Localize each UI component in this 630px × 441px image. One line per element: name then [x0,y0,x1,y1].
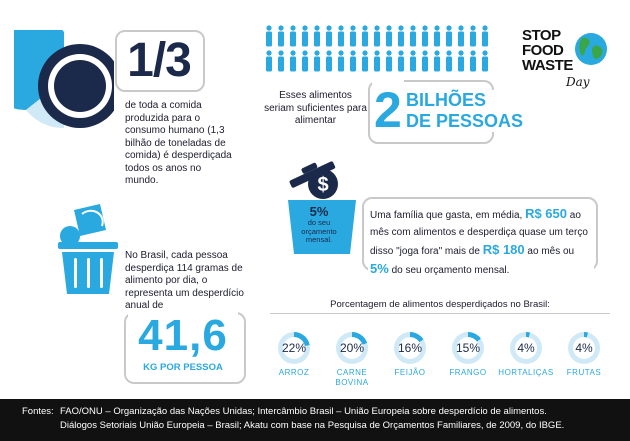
plate-icon [14,30,114,129]
percent-ring [394,332,426,364]
budget-text-d: do seu orçamento mensal. [391,265,510,276]
percent-value: 22% [281,341,307,355]
logo-line2: FOOD [522,42,564,59]
people-icons [266,25,488,72]
budget-value-c: 5% [370,261,389,276]
logo-line1: STOP [522,27,561,44]
percent-value: 15% [455,341,481,355]
budget-text-c: ao mês ou [527,246,575,257]
percent-value: 20% [339,341,365,355]
footer: Fontes: FAO/ONU – Organização das Nações… [0,399,630,441]
people-amount: 2 [372,80,404,140]
people-intro: Esses alimentos seriam suficientes para … [264,90,367,126]
percent-label: CARNE BOVINA [335,368,369,387]
percent-ring [452,332,484,364]
globe-icon [575,33,607,65]
budget-badge-text: do seu orçamento mensal. [301,218,337,244]
logo-line3: WASTE [522,57,573,74]
percent-value: 16% [397,341,423,355]
people-unit-line2: DE PESSOAS [406,111,524,131]
people-unit: BILHÕES DE PESSOAS [404,90,526,132]
percent-ring [568,332,600,364]
brazil-unit: KG POR PESSOA [128,362,238,373]
fraction-bracket [115,30,205,92]
svg-text:$: $ [317,174,328,196]
logo-day: Day [566,75,590,89]
percent-ring [278,332,310,364]
budget-value-b: R$ 180 [482,242,525,257]
percent-value: 4% [517,341,535,355]
budget-text-b: ao mês com alimentos e desperdiça quase … [370,210,588,257]
percent-label: FRANGO [449,368,487,377]
footer-label: Fontes: [22,406,54,417]
brazil-text: No Brasil, cada pessoa desperdiça 114 gr… [125,250,244,311]
footer-line2: Diálogos Setoriais União Europeia – Bras… [60,420,565,431]
logo-text: STOP FOOD WASTE [522,28,573,73]
people-unit-line1: BILHÕES [406,90,487,110]
percent-ring [510,332,542,364]
footer-line1: FAO/ONU – Organização das Nações Unidas;… [60,406,547,417]
budget-text: Uma família que gasta, em média, R$ 650 … [368,205,594,279]
percent-divider [270,313,610,314]
budget-text-a: Uma família que gasta, em média, [370,210,523,221]
budget-value-a: R$ 650 [525,206,567,221]
percent-title: Porcentagem de alimentos desperdiçados n… [330,299,550,310]
percent-label: FEIJÃO [394,368,426,377]
budget-badge-pct: 5% [309,204,329,219]
percent-label: FRUTAS [566,368,602,377]
percent-value: 4% [575,341,593,355]
percent-ring [336,332,368,364]
percent-label: ARROZ [278,368,310,377]
brazil-amount: 41,6 [128,312,238,360]
percent-label: HORTALIÇAS [498,368,554,377]
fraction-value: 1/3 [120,33,198,88]
trash-money-icon: $ [288,161,356,254]
budget-badge: 5% do seu orçamento mensal. [296,205,342,245]
food-trash-icon [58,204,118,294]
fraction-text: de toda a comida produzida para o consum… [125,100,232,186]
